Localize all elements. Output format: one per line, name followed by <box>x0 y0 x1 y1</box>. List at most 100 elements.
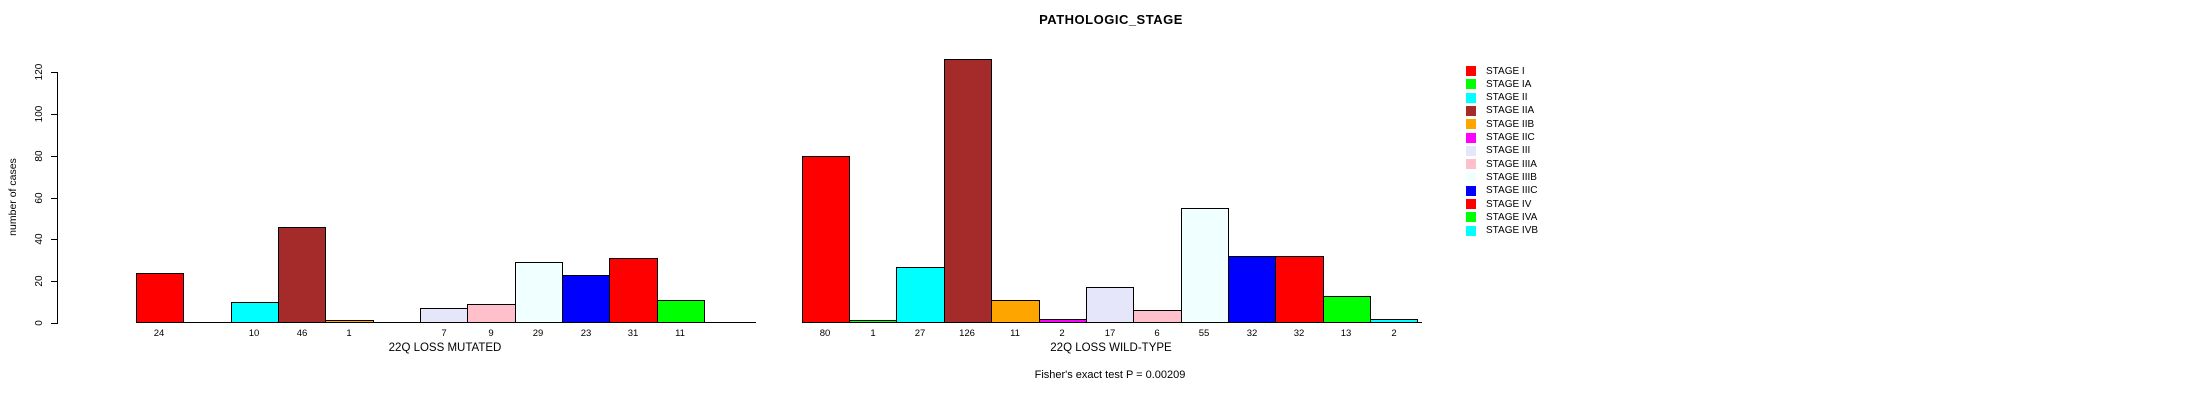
bar-stage-ii <box>231 302 279 323</box>
bar-count-label: 1 <box>870 328 876 339</box>
legend-swatch-icon <box>1466 145 1476 156</box>
bar-count-label: 80 <box>819 328 831 339</box>
legend-item: STAGE IIIA <box>1466 159 1537 170</box>
bar-stage-iii <box>420 308 468 323</box>
bar-stage-iia <box>944 59 992 323</box>
legend-swatch-icon <box>1466 185 1476 196</box>
group-label-wild-type: 22Q LOSS WILD-TYPE <box>1050 342 1172 354</box>
legend-label: STAGE IIIC <box>1486 185 1538 197</box>
bar-count-label: 55 <box>1198 328 1210 339</box>
legend-item: STAGE III <box>1466 145 1530 156</box>
legend-label: STAGE IIIA <box>1486 158 1537 170</box>
legend-label: STAGE IVB <box>1486 225 1539 237</box>
y-axis-line <box>57 72 58 324</box>
legend-label: STAGE IIC <box>1486 132 1535 143</box>
bar-stage-iiic <box>1228 256 1276 323</box>
legend-swatch-icon <box>1466 92 1476 103</box>
y-axis-tick-mark <box>51 323 57 324</box>
bar-stage-iib <box>991 300 1040 323</box>
bar-stage-iia <box>278 227 326 323</box>
legend-swatch-icon <box>1466 132 1476 143</box>
legend-item: STAGE IV <box>1466 199 1531 210</box>
legend-label: STAGE IIB <box>1486 118 1535 130</box>
y-axis-tick-label: 40 <box>34 233 45 245</box>
legend-item: STAGE IVB <box>1466 225 1538 236</box>
y-axis-tick-mark <box>51 72 57 73</box>
legend-item: STAGE IIIC <box>1466 185 1538 196</box>
bar-count-label: 126 <box>959 328 975 339</box>
legend-swatch-icon <box>1466 199 1476 209</box>
bar-count-label: 11 <box>675 328 685 339</box>
y-axis-title: number of cases <box>7 158 19 236</box>
bar-count-label: 17 <box>1104 328 1116 339</box>
legend-label: STAGE II <box>1486 92 1528 104</box>
bar-stage-ivb <box>1370 319 1418 323</box>
legend-item: STAGE IIA <box>1466 105 1534 116</box>
legend-item: STAGE I <box>1466 66 1525 77</box>
bar-stage-i <box>802 156 850 323</box>
legend-item: STAGE IIIB <box>1466 172 1537 183</box>
legend-swatch-icon <box>1466 159 1476 170</box>
bar-count-label: 11 <box>1010 328 1020 339</box>
bar-stage-iiia <box>1133 310 1182 323</box>
bar-count-label: 32 <box>1246 328 1258 339</box>
legend-item: STAGE IVA <box>1466 212 1537 223</box>
bar-count-label: 7 <box>441 328 447 339</box>
legend-label: STAGE IVA <box>1486 211 1538 223</box>
bar-stage-ia <box>849 320 897 323</box>
legend-label: STAGE IA <box>1486 78 1532 90</box>
legend-swatch-icon <box>1466 79 1476 90</box>
legend-swatch-icon <box>1466 119 1476 130</box>
bar-stage-iva <box>657 300 705 323</box>
bar-count-label: 23 <box>580 328 592 339</box>
bar-stage-iic <box>1039 319 1087 323</box>
bar-stage-iiib <box>515 262 563 323</box>
legend-label: STAGE IV <box>1486 198 1532 210</box>
legend-label: STAGE IIA <box>1486 105 1535 117</box>
legend-swatch-icon <box>1466 105 1476 116</box>
bar-count-label: 24 <box>153 328 165 339</box>
legend-item: STAGE IIC <box>1466 132 1535 143</box>
legend-label: STAGE IIIB <box>1486 171 1537 183</box>
legend-label: STAGE III <box>1486 145 1531 157</box>
legend-swatch-icon <box>1466 212 1476 223</box>
bar-count-label: 2 <box>1059 328 1065 339</box>
legend-swatch-icon <box>1466 66 1476 76</box>
bar-stage-iiic <box>562 275 610 323</box>
bar-count-label: 2 <box>1391 328 1397 339</box>
y-axis-tick-label: 0 <box>34 320 45 326</box>
bar-stage-iiib <box>1181 208 1229 323</box>
legend-item: STAGE IA <box>1466 79 1531 90</box>
bar-count-label: 13 <box>1340 328 1352 339</box>
group-label-mutated: 22Q LOSS MUTATED <box>388 342 502 354</box>
bar-stage-iv <box>1275 256 1324 323</box>
legend-swatch-icon <box>1466 172 1476 183</box>
bar-count-label: 9 <box>488 328 494 339</box>
legend-swatch-icon <box>1466 225 1476 236</box>
bar-stage-iva <box>1323 296 1371 323</box>
bar-count-label: 31 <box>627 328 639 339</box>
bar-count-label: 1 <box>346 328 352 339</box>
legend-label: STAGE I <box>1486 65 1525 77</box>
bar-stage-ii <box>896 267 945 323</box>
y-axis-tick-label: 120 <box>34 63 45 81</box>
legend-item: STAGE IIB <box>1466 119 1534 130</box>
bar-stage-iiia <box>467 304 516 323</box>
y-axis-tick-mark <box>51 156 57 157</box>
y-axis-tick-mark <box>51 281 57 282</box>
bar-count-label: 6 <box>1154 328 1160 339</box>
bar-count-label: 27 <box>914 328 926 339</box>
bar-count-label: 32 <box>1293 328 1305 339</box>
bar-stage-iv <box>609 258 658 323</box>
bar-stage-iii <box>1086 287 1134 323</box>
y-axis-tick-mark <box>51 114 57 115</box>
bar-stage-i <box>136 273 184 323</box>
bar-stage-iib <box>325 320 374 323</box>
y-axis-tick-mark <box>51 198 57 199</box>
bar-count-label: 10 <box>248 328 260 339</box>
bar-count-label: 29 <box>532 328 544 339</box>
chart-title: PATHOLOGIC_STAGE <box>1039 12 1183 27</box>
legend-item: STAGE II <box>1466 92 1528 103</box>
y-axis-tick-label: 100 <box>34 105 45 123</box>
